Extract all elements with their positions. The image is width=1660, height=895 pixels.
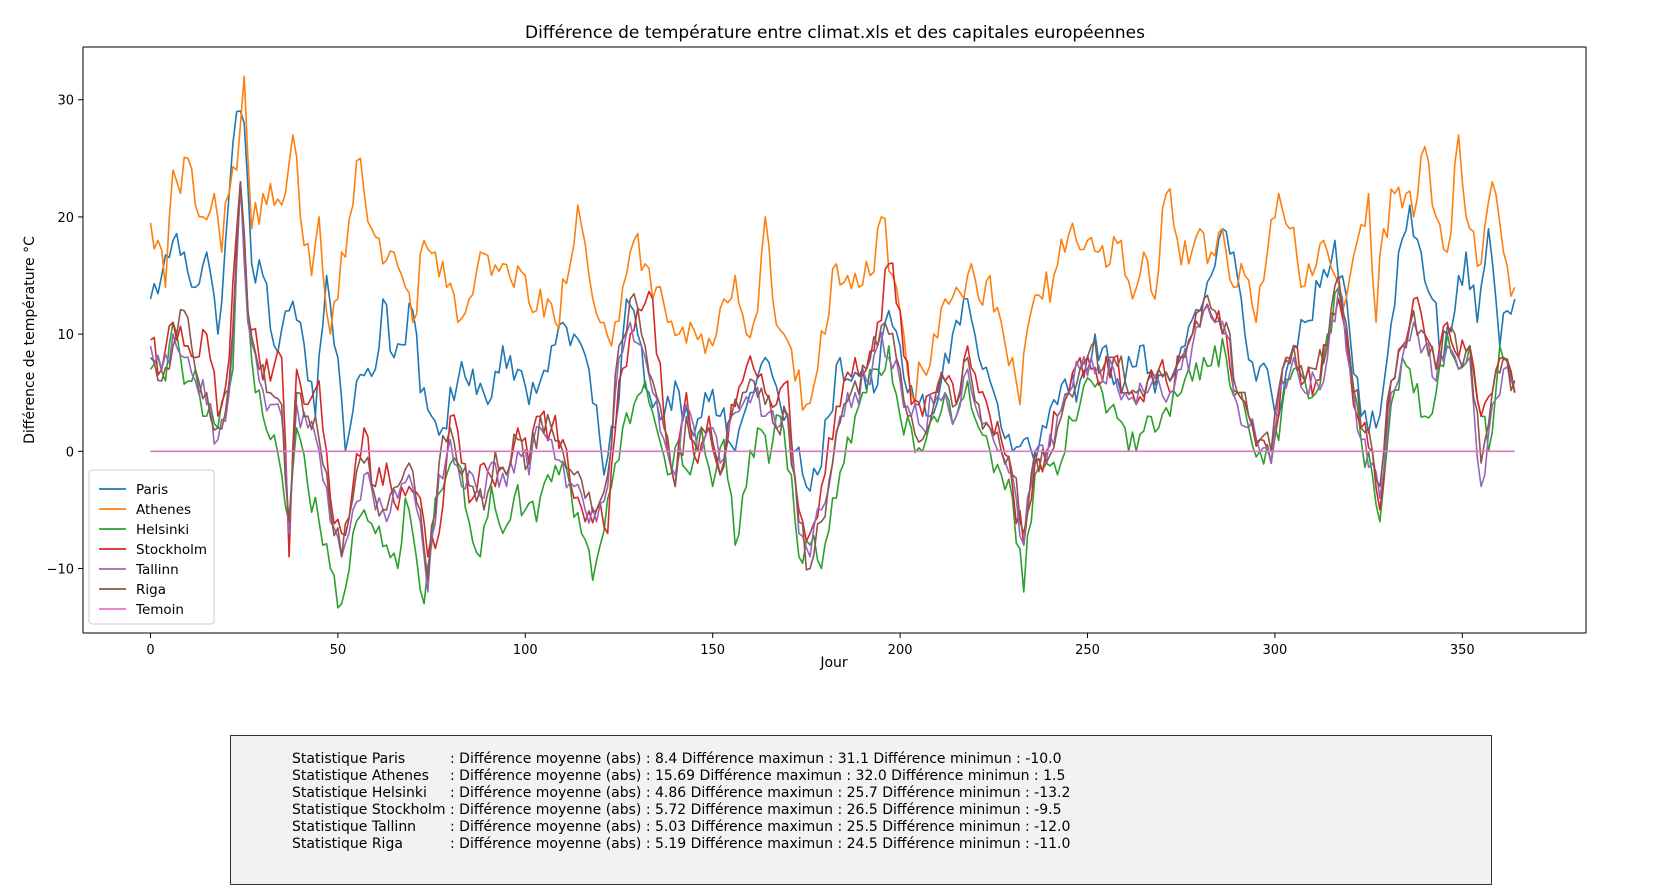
series-line-athenes <box>149 75 1516 411</box>
stat-label: Statistique Athenes <box>292 768 429 784</box>
stat-line-stockholm: Statistique Stockholm: Différence moyenn… <box>292 802 1070 819</box>
x-tick-label: 100 <box>513 643 538 658</box>
statistics-list: Statistique Paris : Différence moyenne (a… <box>292 751 1070 853</box>
legend-label-riga: Riga <box>136 582 166 598</box>
y-tick-label: 20 <box>57 211 74 226</box>
plot-frame <box>82 46 1587 634</box>
x-tick-label: 150 <box>700 643 725 658</box>
x-tick-label: 250 <box>1075 643 1100 658</box>
legend-label-stockholm: Stockholm <box>136 542 207 558</box>
plot-area <box>82 46 1587 634</box>
stat-label: Statistique Stockholm <box>292 802 446 818</box>
y-tick-label: −10 <box>47 563 74 578</box>
series-line-paris <box>149 110 1516 492</box>
series-lines <box>149 75 1516 609</box>
statistics-panel: Statistique Paris : Différence moyenne (a… <box>230 735 1492 885</box>
series-line-helsinki <box>149 181 1516 609</box>
x-tick-label: 350 <box>1450 643 1475 658</box>
stat-line-helsinki: Statistique Helsinki : Différence moyenne… <box>292 785 1070 802</box>
x-tick-label: 50 <box>330 643 347 658</box>
stat-label: Statistique Tallinn <box>292 819 417 835</box>
stat-line-athenes: Statistique Athenes : Différence moyenne … <box>292 768 1070 785</box>
temperature-difference-chart: Différence de température entre climat.x… <box>22 23 1587 670</box>
y-tick-label: 10 <box>57 328 74 343</box>
y-axis-ticks: −10 0 10 20 30 <box>47 94 83 578</box>
chart-title: Différence de température entre climat.x… <box>525 23 1145 43</box>
x-tick-label: 300 <box>1262 643 1287 658</box>
stat-label: Statistique Helsinki <box>292 785 427 801</box>
legend-label-helsinki: Helsinki <box>136 522 189 538</box>
legend-label-temoin: Temoin <box>135 602 184 618</box>
stat-text: : Différence moyenne (abs) : 5.72 Différ… <box>450 802 1062 818</box>
legend-label-tallinn: Tallinn <box>135 562 179 578</box>
series-line-riga <box>149 181 1516 582</box>
stat-text: : Différence moyenne (abs) : 5.03 Différ… <box>450 819 1071 835</box>
stat-text: : Différence moyenne (abs) : 8.4 Différe… <box>450 751 1062 767</box>
legend-label-paris: Paris <box>136 482 168 498</box>
stat-line-tallinn: Statistique Tallinn : Différence moyenne … <box>292 819 1070 836</box>
stat-label: Statistique Riga <box>292 836 403 852</box>
x-tick-label: 0 <box>146 643 154 658</box>
legend: Paris Athenes Helsinki Stockholm Tallinn Riga… <box>88 469 215 625</box>
legend-label-athenes: Athenes <box>136 502 191 518</box>
y-tick-label: 30 <box>57 94 74 109</box>
stat-line-riga: Statistique Riga : Différence moyenne (ab… <box>292 836 1070 853</box>
stat-label: Statistique Paris <box>292 751 406 767</box>
y-tick-label: 0 <box>66 445 74 460</box>
stat-text: : Différence moyenne (abs) : 4.86 Différ… <box>450 785 1071 801</box>
y-axis-label: Différence de température °C <box>22 236 38 444</box>
stat-line-paris: Statistique Paris : Différence moyenne (a… <box>292 751 1070 768</box>
stat-text: : Différence moyenne (abs) : 5.19 Différ… <box>450 836 1071 852</box>
x-tick-label: 200 <box>888 643 913 658</box>
series-line-stockholm <box>150 181 1516 558</box>
x-axis-ticks: 0 50 100 150 200 250 300 350 <box>146 633 1475 658</box>
x-axis-label: Jour <box>819 655 848 670</box>
stat-text: : Différence moyenne (abs) : 15.69 Diffé… <box>450 768 1066 784</box>
